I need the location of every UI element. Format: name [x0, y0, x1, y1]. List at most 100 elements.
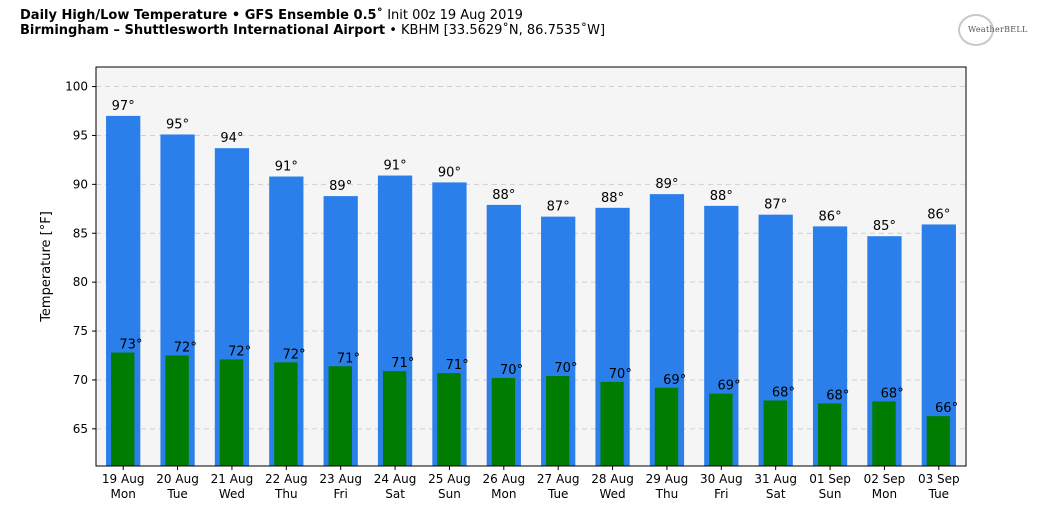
low-bar [709, 393, 733, 466]
low-value-label: 71° [391, 356, 414, 371]
y-tick-label: 85 [73, 226, 88, 240]
chart-header: Daily High/Low Temperature • GFS Ensembl… [20, 8, 605, 38]
low-bar [437, 373, 461, 466]
x-tick-label-date: 30 Aug [700, 472, 743, 486]
low-bar [817, 403, 842, 466]
high-value-label: 88° [710, 189, 733, 204]
x-tick-label-date: 19 Aug [102, 472, 145, 486]
x-tick-label-date: 02 Sep [864, 472, 906, 486]
high-value-label: 87° [547, 200, 570, 215]
low-value-label: 68° [881, 386, 904, 401]
x-tick-label-weekday: Thu [655, 487, 679, 501]
x-tick-label-date: 27 Aug [537, 472, 580, 486]
low-bar [654, 387, 679, 466]
low-value-label: 69° [663, 373, 686, 388]
x-tick-label-weekday: Wed [219, 487, 245, 501]
plot-area: 65 70 75 80 85 90 95 100 Temperature [°F] 97° 73° 1… [39, 66, 967, 501]
chart-subtitle: Birmingham – Shuttlesworth International… [20, 23, 605, 38]
y-axis-label: Temperature [°F] [39, 211, 54, 323]
high-value-label: 91° [384, 159, 407, 174]
x-tick-label-date: 26 Aug [483, 472, 526, 486]
x-tick-label-date: 23 Aug [319, 472, 362, 486]
low-value-label: 72° [174, 340, 197, 355]
high-value-label: 95° [166, 117, 189, 132]
logo-ring-icon [958, 14, 994, 46]
x-tick-label-date: 28 Aug [591, 472, 634, 486]
low-value-label: 69° [718, 379, 741, 394]
x-tick-label-weekday: Mon [111, 487, 136, 501]
x-tick-label-date: 25 Aug [428, 472, 471, 486]
low-value-label: 72° [283, 347, 306, 362]
x-tick-label-date: 22 Aug [265, 472, 308, 486]
high-value-label: 91° [275, 160, 298, 175]
y-tick-label: 80 [73, 275, 88, 289]
low-bar [546, 376, 570, 466]
x-tick-label-weekday: Fri [714, 487, 728, 501]
low-bar [491, 377, 516, 466]
chart-title: Daily High/Low Temperature • GFS Ensembl… [20, 8, 605, 23]
low-bar [926, 416, 951, 466]
y-tick-label: 70 [73, 373, 88, 387]
y-tick-label: 95 [73, 128, 88, 142]
weatherbell-logo: WeatherBELL [956, 12, 1027, 46]
x-tick-label-weekday: Tue [928, 487, 950, 501]
chart-title-bold: Daily High/Low Temperature • GFS Ensembl… [20, 8, 384, 23]
low-bar [763, 400, 787, 466]
high-value-label: 88° [601, 191, 624, 206]
y-tick-label: 100 [65, 80, 88, 94]
x-tick-label-weekday: Sat [385, 487, 405, 501]
low-bar [872, 401, 896, 466]
x-tick-label-date: 24 Aug [374, 472, 417, 486]
high-value-label: 97° [112, 99, 135, 114]
logo-text: WeatherBELL [968, 25, 1028, 34]
low-value-label: 72° [228, 344, 251, 359]
x-tick-label-weekday: Tue [547, 487, 569, 501]
high-value-label: 86° [819, 209, 842, 224]
chart-title-init: Init 00z 19 Aug 2019 [383, 8, 523, 23]
x-tick-label-date: 03 Sep [918, 472, 960, 486]
low-value-label: 70° [554, 361, 577, 376]
low-value-label: 68° [826, 388, 849, 403]
low-value-label: 70° [609, 367, 632, 382]
low-bar [274, 362, 298, 466]
high-value-label: 86° [927, 207, 950, 222]
y-tick-label: 90 [73, 177, 88, 191]
x-tick-label-weekday: Wed [599, 487, 625, 501]
x-tick-label-weekday: Fri [334, 487, 348, 501]
x-tick-label-date: 20 Aug [156, 472, 199, 486]
x-tick-label-weekday: Sun [438, 487, 461, 501]
high-value-label: 88° [492, 188, 515, 203]
low-value-label: 71° [446, 358, 469, 373]
low-value-label: 68° [772, 385, 795, 400]
chart-subtitle-coords: • KBHM [33.5629˚N, 86.7535˚W] [385, 23, 606, 38]
high-value-label: 90° [438, 165, 461, 180]
x-tick-label-weekday: Sun [819, 487, 842, 501]
plot-frame [95, 66, 967, 467]
x-tick-label-weekday: Mon [491, 487, 516, 501]
y-tick-label: 65 [73, 422, 88, 436]
high-value-label: 89° [329, 179, 352, 194]
x-tick-label-date: 21 Aug [211, 472, 254, 486]
low-value-label: 71° [337, 351, 360, 366]
low-bar [111, 352, 135, 466]
high-value-label: 94° [220, 131, 243, 146]
x-tick-label-date: 31 Aug [754, 472, 797, 486]
x-tick-label-weekday: Mon [872, 487, 897, 501]
chart-subtitle-station: Birmingham – Shuttlesworth International… [20, 23, 386, 38]
low-bar [328, 366, 352, 466]
low-value-label: 70° [500, 363, 523, 378]
high-value-label: 87° [764, 198, 787, 213]
x-tick-label-weekday: Sat [766, 487, 786, 501]
low-bar [600, 381, 624, 466]
low-bar [382, 371, 407, 466]
high-value-label: 89° [655, 177, 678, 192]
x-tick-label-weekday: Thu [274, 487, 298, 501]
low-value-label: 66° [935, 401, 958, 416]
low-bar [219, 359, 244, 466]
x-tick-label-date: 01 Sep [809, 472, 851, 486]
low-value-label: 73° [119, 338, 142, 353]
x-tick-label-weekday: Tue [166, 487, 188, 501]
low-bar [165, 355, 189, 466]
x-tick-label-date: 29 Aug [646, 472, 689, 486]
